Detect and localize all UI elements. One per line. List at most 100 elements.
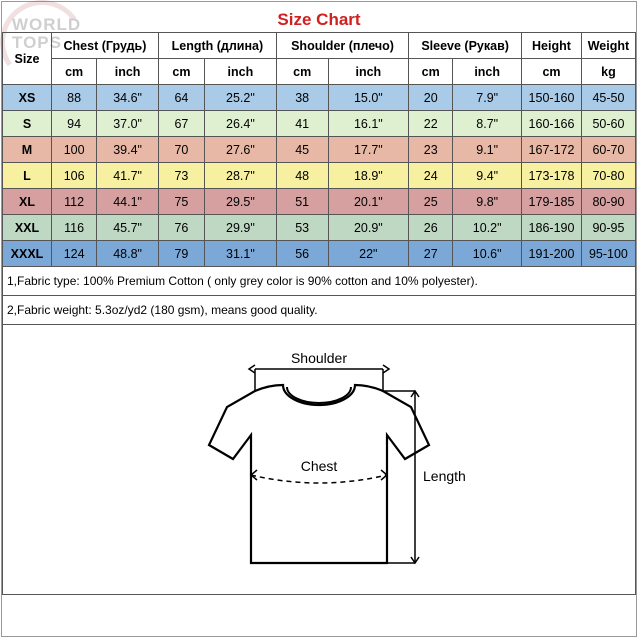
cell: 29.5" — [204, 189, 276, 215]
col-size: Size — [3, 33, 52, 85]
col-sleeve: Sleeve (Рукав) — [409, 33, 522, 59]
cell: 34.6" — [97, 85, 159, 111]
cell: XXXL — [3, 241, 52, 267]
cell: 150-160 — [522, 85, 582, 111]
note-1: 1,Fabric type: 100% Premium Cotton ( onl… — [2, 267, 636, 296]
cell: 90-95 — [581, 215, 635, 241]
cell: 124 — [52, 241, 97, 267]
cell: 48.8" — [97, 241, 159, 267]
col-shoulder: Shoulder (плечо) — [276, 33, 408, 59]
cell: 26 — [409, 215, 453, 241]
cell: 29.9" — [204, 215, 276, 241]
label-chest: Chest — [301, 458, 338, 474]
cell: 173-178 — [522, 163, 582, 189]
cell: 67 — [158, 111, 204, 137]
table-row: S9437.0"6726.4"4116.1"228.7"160-16650-60 — [3, 111, 636, 137]
unit-inch: inch — [453, 59, 522, 85]
cell: 75 — [158, 189, 204, 215]
label-length: Length — [423, 468, 466, 484]
size-chart-container: WORLD TOPS Size Chart Size Chest (Грудь)… — [1, 1, 637, 637]
cell: 80-90 — [581, 189, 635, 215]
cell: 179-185 — [522, 189, 582, 215]
cell: 41.7" — [97, 163, 159, 189]
cell: 100 — [52, 137, 97, 163]
cell: 88 — [52, 85, 97, 111]
cell: 94 — [52, 111, 97, 137]
cell: 160-166 — [522, 111, 582, 137]
cell: 79 — [158, 241, 204, 267]
cell: 10.2" — [453, 215, 522, 241]
size-table: Size Chest (Грудь) Length (длина) Should… — [2, 32, 636, 267]
cell: 45 — [276, 137, 328, 163]
table-row: XL11244.1"7529.5"5120.1"259.8"179-18580-… — [3, 189, 636, 215]
cell: 73 — [158, 163, 204, 189]
header-row-1: Size Chest (Грудь) Length (длина) Should… — [3, 33, 636, 59]
cell: 9.4" — [453, 163, 522, 189]
cell: 27 — [409, 241, 453, 267]
unit-cm: cm — [522, 59, 582, 85]
unit-inch: inch — [328, 59, 409, 85]
cell: 18.9" — [328, 163, 409, 189]
cell: 9.8" — [453, 189, 522, 215]
cell: 7.9" — [453, 85, 522, 111]
cell: 20.9" — [328, 215, 409, 241]
unit-cm: cm — [276, 59, 328, 85]
cell: XS — [3, 85, 52, 111]
cell: M — [3, 137, 52, 163]
unit-kg: kg — [581, 59, 635, 85]
cell: 45-50 — [581, 85, 635, 111]
cell: 16.1" — [328, 111, 409, 137]
cell: 112 — [52, 189, 97, 215]
cell: 44.1" — [97, 189, 159, 215]
cell: 39.4" — [97, 137, 159, 163]
cell: 50-60 — [581, 111, 635, 137]
cell: 38 — [276, 85, 328, 111]
cell: 56 — [276, 241, 328, 267]
cell: 22" — [328, 241, 409, 267]
cell: 64 — [158, 85, 204, 111]
cell: S — [3, 111, 52, 137]
cell: 20 — [409, 85, 453, 111]
chart-title: Size Chart — [2, 2, 636, 32]
table-row: L10641.7"7328.7"4818.9"249.4"173-17870-8… — [3, 163, 636, 189]
measurement-diagram: Shoulder Chest Length — [2, 325, 636, 595]
table-row: M10039.4"7027.6"4517.7"239.1"167-17260-7… — [3, 137, 636, 163]
cell: 25.2" — [204, 85, 276, 111]
cell: 106 — [52, 163, 97, 189]
unit-cm: cm — [409, 59, 453, 85]
cell: 28.7" — [204, 163, 276, 189]
unit-inch: inch — [97, 59, 159, 85]
cell: 10.6" — [453, 241, 522, 267]
col-weight: Weight — [581, 33, 635, 59]
cell: 27.6" — [204, 137, 276, 163]
tshirt-diagram-svg: Shoulder Chest Length — [169, 335, 469, 585]
col-chest: Chest (Грудь) — [52, 33, 159, 59]
unit-inch: inch — [204, 59, 276, 85]
cell: 25 — [409, 189, 453, 215]
cell: 26.4" — [204, 111, 276, 137]
cell: 41 — [276, 111, 328, 137]
cell: 167-172 — [522, 137, 582, 163]
cell: 60-70 — [581, 137, 635, 163]
cell: 53 — [276, 215, 328, 241]
cell: 17.7" — [328, 137, 409, 163]
cell: 8.7" — [453, 111, 522, 137]
cell: XXL — [3, 215, 52, 241]
unit-cm: cm — [158, 59, 204, 85]
fabric-notes: 1,Fabric type: 100% Premium Cotton ( onl… — [2, 267, 636, 325]
cell: 186-190 — [522, 215, 582, 241]
cell: 116 — [52, 215, 97, 241]
cell: 24 — [409, 163, 453, 189]
cell: 76 — [158, 215, 204, 241]
cell: 9.1" — [453, 137, 522, 163]
unit-cm: cm — [52, 59, 97, 85]
note-2: 2,Fabric weight: 5.3oz/yd2 (180 gsm), me… — [2, 296, 636, 325]
cell: 20.1" — [328, 189, 409, 215]
cell: 15.0" — [328, 85, 409, 111]
header-row-2: cm inch cm inch cm inch cm inch cm kg — [3, 59, 636, 85]
cell: 70 — [158, 137, 204, 163]
cell: 48 — [276, 163, 328, 189]
table-row: XXL11645.7"7629.9"5320.9"2610.2"186-1909… — [3, 215, 636, 241]
label-shoulder: Shoulder — [291, 350, 347, 366]
table-row: XXXL12448.8"7931.1"5622"2710.6"191-20095… — [3, 241, 636, 267]
